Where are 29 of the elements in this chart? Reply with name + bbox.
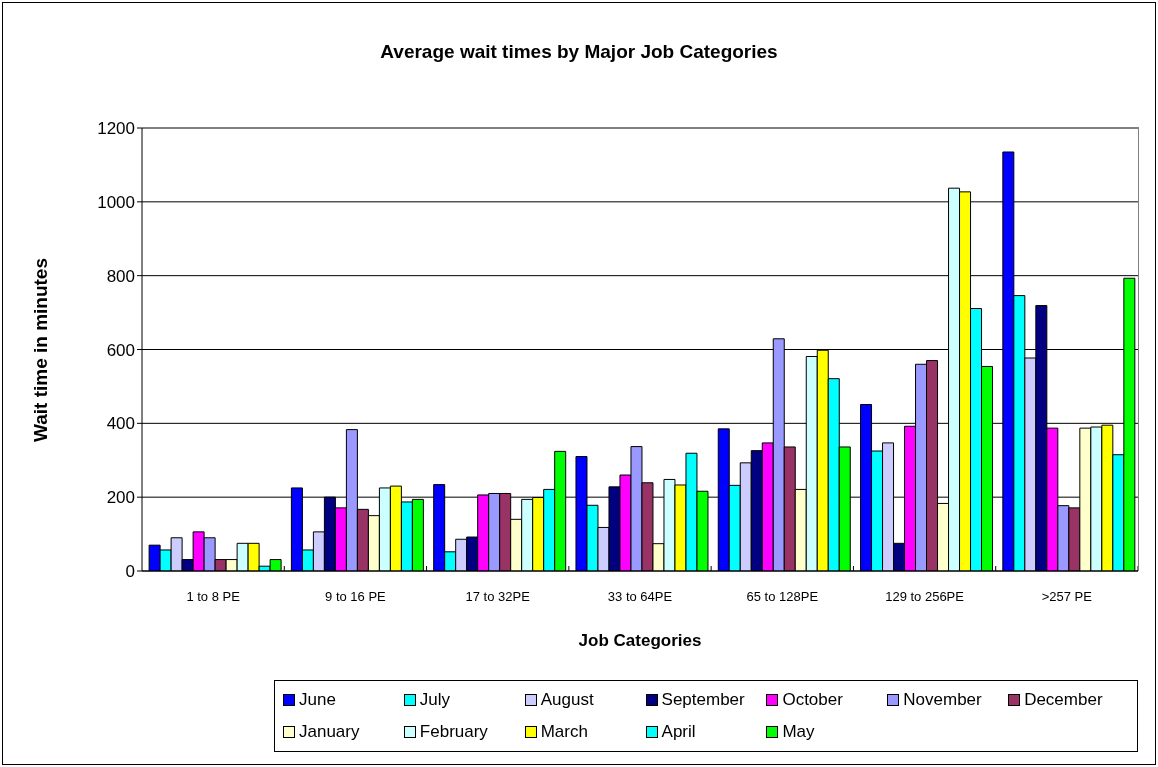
y-tick-label: 1000 <box>97 192 135 212</box>
legend-label: January <box>299 721 360 743</box>
x-tick-label: 65 to 128PE <box>746 589 819 604</box>
x-tick-label: 1 to 8 PE <box>186 589 241 604</box>
legend-label: October <box>782 689 843 711</box>
x-tick-label: 129 to 256PE <box>885 589 965 604</box>
x-tick-label: 9 to 16 PE <box>325 589 387 604</box>
y-tick-label: 600 <box>106 340 135 360</box>
y-tick-label: 0 <box>125 562 135 582</box>
legend-label: June <box>299 689 336 711</box>
legend-label: April <box>661 721 696 743</box>
y-tick-label: 200 <box>106 488 135 508</box>
x-tick-label: >257 PE <box>1041 589 1093 604</box>
legend-label: August <box>540 689 594 711</box>
x-tick-label: 33 to 64PE <box>607 589 673 604</box>
legend-label: December <box>1024 689 1103 711</box>
legend-label: September <box>661 689 745 711</box>
chart-title: Average wait times by Major Job Categories <box>379 40 779 64</box>
y-tick-label: 1200 <box>97 119 135 139</box>
x-axis-title: Job Categories <box>577 630 703 652</box>
y-axis-title: Wait time in minutes <box>28 256 51 444</box>
legend-label: July <box>419 689 451 711</box>
y-tick-label: 800 <box>106 266 135 286</box>
y-tick-label: 400 <box>106 414 135 434</box>
legend-label: May <box>782 721 815 743</box>
legend-label: February <box>419 721 488 743</box>
legend-label: November <box>903 689 982 711</box>
x-tick-label: 17 to 32PE <box>465 589 531 604</box>
legend-label: March <box>540 721 588 743</box>
